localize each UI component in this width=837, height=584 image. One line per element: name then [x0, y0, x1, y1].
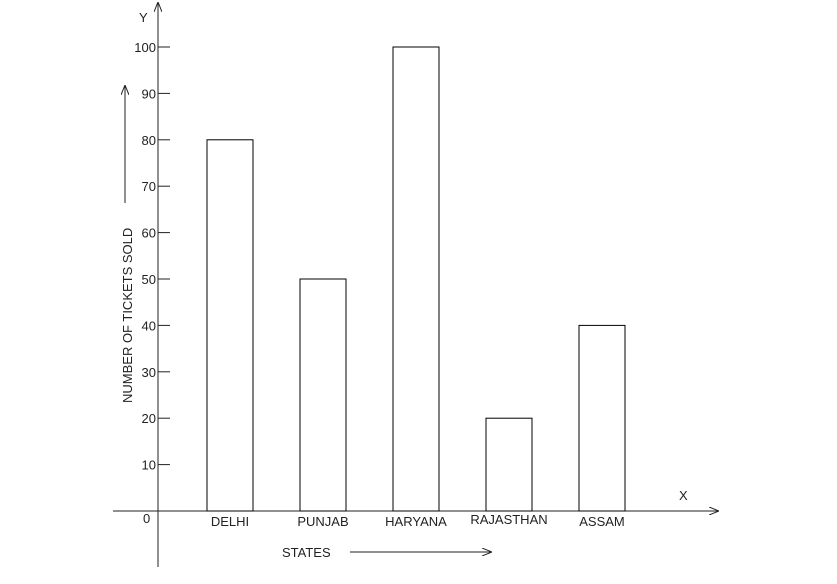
y-axis-title: NUMBER OF TICKETS SOLD	[120, 228, 135, 403]
category-label-rajasthan: RAJASTHAN	[470, 512, 547, 527]
origin-label: 0	[143, 511, 150, 526]
bar-assam	[578, 324, 626, 512]
y-axis-letter: Y	[139, 10, 148, 25]
y-tick-label: 60	[142, 226, 156, 241]
bar-delhi	[206, 139, 254, 512]
category-label-punjab: PUNJAB	[297, 514, 348, 529]
category-label-delhi: DELHI	[211, 514, 249, 529]
x-axis-letter: X	[679, 488, 688, 503]
bar-punjab	[299, 278, 347, 512]
y-tick-label: 30	[142, 365, 156, 380]
y-tick-label: 40	[142, 318, 156, 333]
category-labels: DELHI PUNJAB HARYANA RAJASTHAN ASSAM	[211, 512, 625, 529]
bar-haryana	[392, 46, 440, 512]
y-tick-label: 50	[142, 272, 156, 287]
category-label-haryana: HARYANA	[385, 514, 447, 529]
category-label-assam: ASSAM	[579, 514, 625, 529]
bar-rajasthan	[485, 417, 533, 512]
y-tick-label: 20	[142, 411, 156, 426]
y-tick-label: 70	[142, 179, 156, 194]
y-tick-label: 80	[142, 133, 156, 148]
y-tick-label: 100	[134, 40, 156, 55]
bars	[206, 46, 626, 512]
y-tick-label: 90	[142, 86, 156, 101]
y-tick-label: 10	[142, 458, 156, 473]
y-ticks: 10 20 30 40 50 60 70 80 90 100	[134, 40, 170, 473]
x-axis-title: STATES	[282, 545, 331, 560]
